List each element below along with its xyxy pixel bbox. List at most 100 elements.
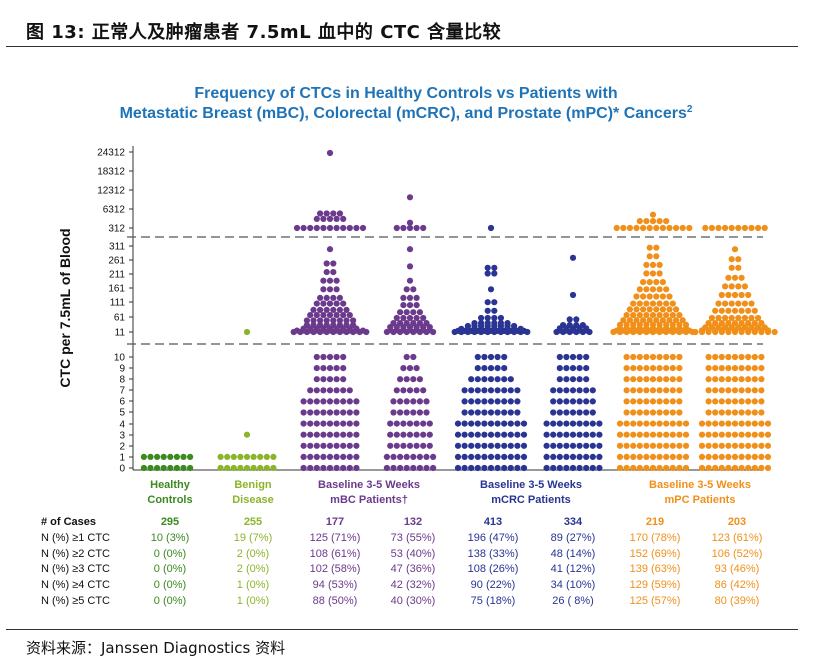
data-point [313,420,320,427]
data-point [353,398,360,405]
data-point [663,286,670,293]
data-point [423,464,430,472]
table-cell: 75 (18%) [471,595,516,607]
data-point [320,353,327,361]
data-point [313,453,320,460]
data-point [494,409,501,416]
data-point [340,215,347,222]
data-point [484,299,491,306]
data-point [589,398,596,405]
data-point [346,420,353,427]
data-point [649,453,657,460]
data-point [738,431,745,438]
data-point [224,464,231,472]
data-point [468,409,475,416]
data-point [731,387,739,394]
data-point [563,409,570,416]
data-point [333,277,340,284]
data-point [333,376,340,383]
data-point [230,464,237,472]
data-point [340,431,347,438]
table-cell: 88 (50%) [313,595,358,607]
data-point [745,442,752,449]
table-cell: 41 (12%) [551,563,596,575]
data-point [718,420,725,427]
data-point [507,431,514,438]
data-point [390,409,397,416]
data-point [636,409,643,416]
data-point [669,409,676,416]
data-point [300,464,307,472]
data-point [140,453,147,460]
data-point [390,398,397,405]
data-point [576,353,583,361]
data-point [649,270,657,277]
data-point [569,431,577,438]
data-point [481,409,488,416]
data-point [217,453,224,460]
data-point [393,314,400,322]
data-point [420,431,427,438]
data-point [653,253,660,260]
data-point [323,210,330,217]
data-point [458,325,465,332]
data-point [643,464,650,472]
data-point [630,398,637,405]
data-point [494,431,501,438]
data-point [630,420,637,427]
data-point [705,353,712,361]
data-point [663,420,670,427]
data-point [387,442,394,449]
data-point [330,269,337,276]
data-point [705,376,712,383]
data-point [501,464,508,472]
data-point [243,464,251,472]
data-point [343,306,350,313]
data-point [741,314,749,322]
data-point [712,320,719,327]
data-point [771,328,778,336]
data-point [643,409,650,416]
data-point [556,353,563,361]
data-point [676,376,683,383]
data-point [636,442,643,449]
data-point [471,320,478,327]
table-row-header: N (%) ≥2 CTC [41,548,110,560]
data-point [663,353,670,361]
data-point [406,294,414,301]
data-point [468,464,475,472]
table-cell: 129 (59%) [630,579,681,591]
data-point [656,420,663,427]
y-tick-label: 4 [119,420,125,431]
data-point [556,365,563,372]
data-point [616,464,624,472]
data-point [520,453,528,460]
data-point [333,420,340,427]
data-point [313,398,320,405]
data-point [751,387,758,394]
data-point [633,317,640,324]
data-point [501,453,508,460]
data-point [507,409,514,416]
data-point [712,307,719,314]
data-point [649,218,657,225]
data-point [397,409,404,416]
data-point [649,300,657,307]
data-point [147,453,154,460]
data-point [481,353,488,361]
data-point [649,420,657,427]
data-point [390,320,397,327]
data-point [583,376,590,383]
data-point [320,409,327,416]
data-point [718,453,725,460]
data-point [484,307,491,314]
data-point [646,306,653,313]
data-point [682,420,690,427]
data-point [543,420,550,427]
data-point [313,365,320,372]
data-point [501,409,508,416]
data-point [725,464,732,472]
data-point [735,283,742,290]
data-point [643,431,650,438]
data-point [393,420,400,427]
